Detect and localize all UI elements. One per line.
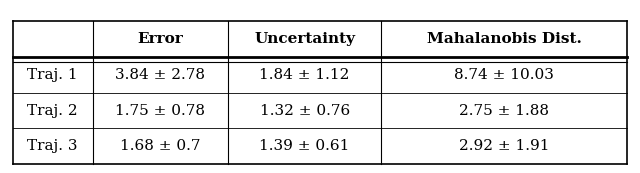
Text: Traj. 3: Traj. 3 (28, 139, 78, 153)
Text: 1.39 ± 0.61: 1.39 ± 0.61 (259, 139, 350, 153)
Text: Mahalanobis Dist.: Mahalanobis Dist. (427, 32, 582, 46)
Text: 1.84 ± 1.12: 1.84 ± 1.12 (259, 68, 350, 82)
Text: 1.68 ± 0.7: 1.68 ± 0.7 (120, 139, 200, 153)
Text: 2.92 ± 1.91: 2.92 ± 1.91 (459, 139, 550, 153)
Text: Error: Error (138, 32, 183, 46)
Text: 1.75 ± 0.78: 1.75 ± 0.78 (115, 103, 205, 117)
Text: 1.32 ± 0.76: 1.32 ± 0.76 (259, 103, 350, 117)
Text: Traj. 2: Traj. 2 (28, 103, 78, 117)
Text: 3.84 ± 2.78: 3.84 ± 2.78 (115, 68, 205, 82)
Text: 8.74 ± 10.03: 8.74 ± 10.03 (454, 68, 554, 82)
Text: Traj. 1: Traj. 1 (28, 68, 78, 82)
Text: Uncertainty: Uncertainty (254, 32, 355, 46)
Text: 2.75 ± 1.88: 2.75 ± 1.88 (460, 103, 549, 117)
